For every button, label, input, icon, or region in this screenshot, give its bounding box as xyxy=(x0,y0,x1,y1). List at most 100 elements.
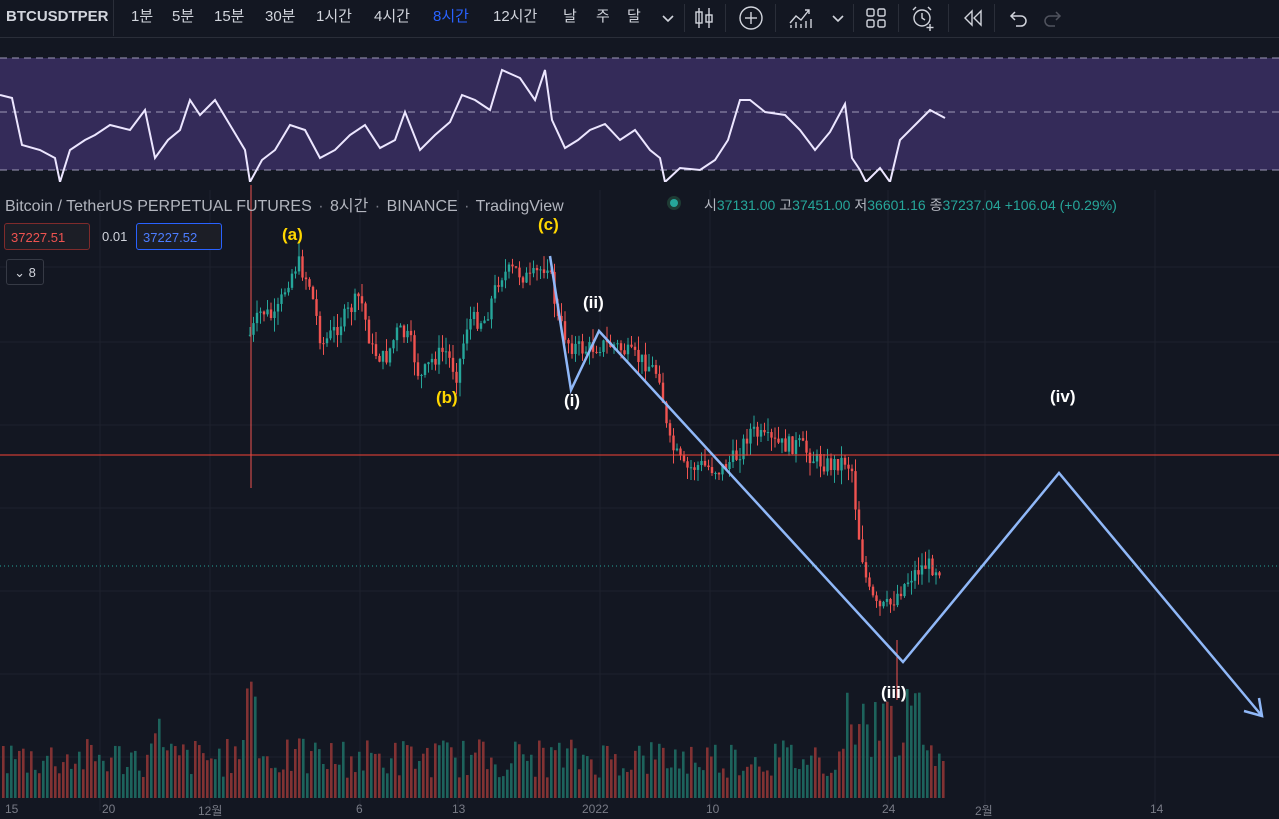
buy-button[interactable]: 37227.52 xyxy=(136,223,222,250)
interval-8h[interactable]: 8시간 xyxy=(433,8,469,25)
candle-body xyxy=(346,307,350,309)
volume-bar xyxy=(66,754,69,798)
chart-type-icon[interactable] xyxy=(785,3,817,33)
volume-bar xyxy=(598,777,601,798)
candles-icon[interactable] xyxy=(688,3,720,33)
volume-bar xyxy=(134,750,137,798)
interval-month[interactable]: 달 xyxy=(627,8,641,25)
volume-bar xyxy=(386,773,389,798)
volume-bar xyxy=(502,776,505,798)
wave-label-c[interactable]: (c) xyxy=(538,215,559,234)
wave-label-iv[interactable]: (iv) xyxy=(1050,387,1076,406)
undo-icon[interactable] xyxy=(1002,3,1034,33)
sell-button[interactable]: 37227.51 xyxy=(4,223,90,250)
candle-body xyxy=(840,457,843,471)
volume-bar xyxy=(174,746,177,798)
candle-body xyxy=(717,472,721,475)
candle-body xyxy=(507,264,511,272)
interval-day[interactable]: 날 xyxy=(563,8,577,25)
alert-icon[interactable] xyxy=(907,3,939,33)
volume-bar xyxy=(510,763,513,798)
legend-source: TradingView xyxy=(475,198,564,215)
symbol-search[interactable]: BTCUSDTPER xyxy=(0,0,114,36)
wave-label-i[interactable]: (i) xyxy=(564,391,581,410)
volume-bar xyxy=(54,766,57,798)
candle-body xyxy=(703,460,707,466)
candle-body xyxy=(661,382,665,403)
volume-bar xyxy=(298,738,301,798)
toolbar-divider xyxy=(994,4,995,32)
volume-bar xyxy=(910,705,913,798)
candle-body xyxy=(938,572,941,576)
high-label: 고 xyxy=(779,197,793,213)
top-toolbar: BTCUSDTPER 1분 5분 15분 30분 1시간 4시간 8시간 12시… xyxy=(0,0,1279,38)
interval-1m[interactable]: 1분 xyxy=(131,8,154,25)
volume-bar xyxy=(398,775,401,798)
x-tick: 2022 xyxy=(582,802,609,816)
interval-1h[interactable]: 1시간 xyxy=(316,8,352,25)
indicators-toggle[interactable]: ⌄ 8 xyxy=(6,259,44,285)
add-indicator-icon[interactable] xyxy=(735,3,767,33)
elliott-wave-path[interactable] xyxy=(548,255,1263,717)
candle-body xyxy=(871,586,875,596)
interval-4h[interactable]: 4시간 xyxy=(374,8,410,25)
volume-bar xyxy=(474,752,477,798)
wave-label-ii[interactable]: (ii) xyxy=(583,293,604,312)
layout-grid-icon[interactable] xyxy=(860,3,892,33)
x-tick: 15 xyxy=(5,802,19,816)
candle-body xyxy=(469,318,472,330)
wave-label-a[interactable]: (a) xyxy=(282,225,303,244)
volume-bar xyxy=(770,775,773,798)
candle-body xyxy=(560,315,563,322)
chevron-down-icon[interactable] xyxy=(822,3,854,33)
candle-body xyxy=(686,461,689,468)
volume-bar xyxy=(154,733,157,798)
candle-body xyxy=(598,351,602,353)
rsi-band xyxy=(0,58,1279,170)
volume-bar xyxy=(514,741,517,798)
candle-body xyxy=(581,341,584,354)
candle-body xyxy=(934,572,938,576)
interval-week[interactable]: 주 xyxy=(596,8,610,25)
price-chart[interactable] xyxy=(0,38,1279,811)
interval-5m[interactable]: 5분 xyxy=(172,8,195,25)
wave-label-b[interactable]: (b) xyxy=(436,388,458,407)
interval-15m[interactable]: 15분 xyxy=(214,8,245,25)
replay-icon[interactable] xyxy=(957,3,989,33)
chevron-down-icon[interactable] xyxy=(652,3,684,33)
wave-label-iii[interactable]: (iii) xyxy=(881,683,907,702)
volume-bar xyxy=(190,774,193,798)
candle-body xyxy=(318,315,322,344)
volume-bar xyxy=(710,756,713,798)
volume-bar xyxy=(186,749,189,798)
volume-bar xyxy=(230,773,233,798)
volume-bar xyxy=(542,747,545,798)
volume-bar xyxy=(214,759,217,798)
legend-symbol[interactable]: Bitcoin / TetherUS PERPETUAL FUTURES xyxy=(5,198,312,215)
candle-body xyxy=(640,354,644,363)
candle-body xyxy=(511,264,514,267)
volume-bar xyxy=(30,751,33,798)
candle-body xyxy=(448,351,451,358)
indicator-count: 8 xyxy=(28,265,36,280)
rsi-pane[interactable] xyxy=(0,40,1279,182)
candle-body xyxy=(745,438,749,444)
candle-body xyxy=(616,343,619,345)
candle-body xyxy=(406,330,409,338)
volume-bar xyxy=(518,744,521,798)
candle-body xyxy=(486,319,490,321)
interval-12h[interactable]: 12시간 xyxy=(493,8,538,25)
x-tick: 20 xyxy=(102,802,116,816)
interval-30m[interactable]: 30분 xyxy=(265,8,296,25)
candle-body xyxy=(903,584,906,597)
candle-body xyxy=(364,303,367,320)
candle-body xyxy=(766,432,770,434)
volume-bar xyxy=(350,756,353,798)
volume-bar xyxy=(58,773,61,798)
volume-bar xyxy=(342,741,345,798)
candle-body xyxy=(763,429,766,433)
volume-bar xyxy=(638,745,641,798)
volume-bar xyxy=(654,759,657,798)
candle-body xyxy=(896,593,899,606)
market-status-icon[interactable] xyxy=(666,195,682,211)
